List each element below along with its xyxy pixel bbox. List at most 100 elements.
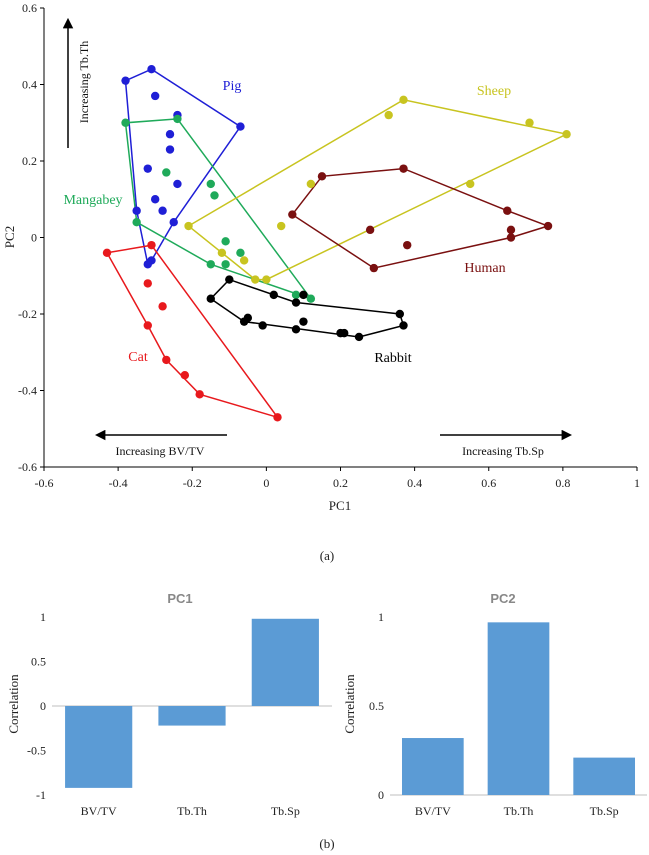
x-tick-label: 1 (634, 476, 640, 490)
cat-point (102, 248, 112, 257)
pc1-correlation-bar-chart: PC1 Correlation 1 0.5 0 -0.5 -1 BV/TV Tb.Th Tb… (6, 591, 332, 818)
x-tick-label: 0 (263, 476, 269, 490)
bar1-bar-tb-sp (251, 618, 319, 706)
human-point (317, 172, 327, 181)
x-axis-title: PC1 (329, 498, 351, 513)
rabbit-point (291, 298, 301, 307)
rabbit-point (269, 290, 278, 300)
human-point (506, 225, 516, 235)
bar1-y-tick-label: 0 (40, 699, 46, 713)
mangabey-point (206, 179, 215, 189)
x-tick-label: 0.2 (333, 476, 348, 490)
y-tick-label: 0.2 (22, 154, 37, 168)
bar1-y-tick-label: 0.5 (31, 655, 46, 669)
pig-point (132, 206, 141, 215)
bar2-y-tick-label: 0.5 (369, 699, 384, 713)
sheep-point (184, 221, 193, 231)
human-point (365, 225, 375, 235)
arrow-label-tbth: Increasing Tb.Th (77, 41, 91, 123)
pca-scatter-plot: -0.6 -0.4 -0.2 0 0.2 0.4 0.6 0.8 1 0.6 0.4 0.2 0 -0.2… (2, 1, 640, 513)
x-tick-label: 0.8 (555, 476, 570, 490)
cat-point (162, 355, 171, 365)
sheep-point (562, 130, 571, 139)
mangabey-point (132, 218, 141, 227)
x-tick-label: -0.6 (35, 476, 54, 490)
sheep-point (277, 221, 286, 231)
bar1-y-tick-label: -1 (36, 788, 46, 802)
pig-label: Pig (223, 79, 242, 94)
rabbit-point (225, 275, 234, 284)
bar1-category-label: Tb.Sp (271, 804, 300, 818)
sheep-point (466, 179, 475, 189)
pc1-chart-title: PC1 (167, 591, 192, 606)
bar1-category-label: BV/TV (81, 804, 117, 818)
sheep-label: Sheep (477, 84, 511, 99)
sheep-hull (187, 99, 569, 281)
pig-point (165, 130, 175, 139)
pig-hull (124, 68, 242, 266)
mangabey-point (162, 168, 171, 177)
human-point (369, 263, 379, 273)
rabbit-point (258, 321, 267, 330)
y-axis-title: PC2 (2, 226, 17, 248)
cat-point (143, 279, 152, 288)
bar2-category-label: BV/TV (415, 804, 451, 818)
sheep-point (217, 248, 227, 257)
rabbit-point (243, 313, 253, 323)
rabbit-point (399, 321, 408, 330)
mangabey-hull (124, 118, 313, 301)
mangabey-point (121, 118, 130, 127)
sheep-point (399, 95, 408, 105)
pig-point (169, 218, 178, 227)
pc1-y-axis-title: Correlation (6, 674, 21, 734)
bar1-bar-tb-th (158, 706, 226, 726)
mangabey-point (210, 191, 219, 200)
mangabey-point (306, 294, 316, 303)
sheep-point (262, 275, 271, 284)
bar1-y-tick-label: 1 (40, 610, 46, 624)
rabbit-point (340, 328, 349, 338)
mangabey-label: Mangabey (63, 193, 122, 208)
human-point (399, 164, 408, 173)
rabbit-hull (209, 278, 405, 338)
bar2-bar-bv-tv (401, 738, 464, 795)
bar2-bar-tb-th (487, 622, 550, 795)
mangabey-point (291, 290, 301, 300)
mangabey-point (221, 237, 230, 246)
cat-hull (105, 244, 280, 419)
x-tick-label: 0.4 (407, 476, 422, 490)
x-tick-label: -0.2 (183, 476, 202, 490)
caption-a: (a) (320, 548, 334, 563)
pig-point (147, 65, 156, 74)
cat-label: Cat (128, 350, 148, 365)
human-point (403, 240, 412, 250)
sheep-point (239, 256, 249, 265)
bar2-category-label: Tb.Sp (590, 804, 619, 818)
x-tick-label: -0.4 (109, 476, 128, 490)
bar2-y-tick-label: 0 (378, 788, 384, 802)
y-tick-label: -0.6 (18, 460, 37, 474)
mangabey-point (173, 114, 182, 124)
x-tick-label: 0.6 (481, 476, 496, 490)
rabbit-point (206, 294, 215, 303)
rabbit-point (291, 325, 301, 334)
rabbit-label: Rabbit (374, 351, 411, 366)
y-tick-label: 0.4 (22, 78, 37, 92)
pc2-chart-title: PC2 (490, 591, 515, 606)
bar1-y-tick-label: -0.5 (27, 744, 46, 758)
rabbit-point (299, 317, 308, 326)
pc2-correlation-bar-chart: PC2 Correlation 1 0.5 0 BV/TV Tb.Th Tb.Sp (342, 591, 647, 818)
cat-point (195, 390, 204, 399)
arrow-label-tbsp: Increasing Tb.Sp (462, 444, 544, 458)
human-hull (291, 167, 551, 269)
caption-b: (b) (319, 836, 334, 851)
cat-point (158, 302, 167, 311)
mangabey-point (221, 260, 230, 269)
sheep-point (525, 118, 534, 127)
pig-point (143, 260, 152, 269)
pig-point (165, 145, 175, 154)
human-point (288, 210, 297, 219)
pig-point (236, 122, 245, 131)
sheep-point (384, 110, 393, 120)
